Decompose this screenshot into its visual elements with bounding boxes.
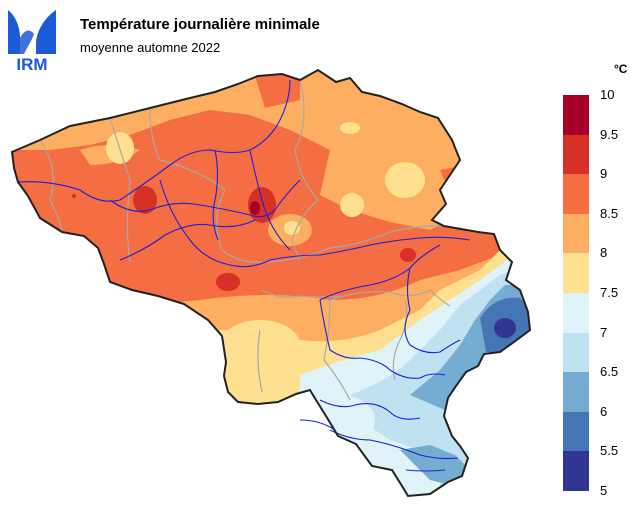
irm-logo: IRM <box>8 10 56 72</box>
province-boundaries <box>39 79 451 401</box>
rivers <box>17 79 471 472</box>
logo-text: IRM <box>16 55 47 72</box>
legend-tick: 8.5 <box>600 205 619 221</box>
legend-swatch <box>563 372 589 413</box>
legend-swatch <box>563 451 589 492</box>
map-title: Température journalière minimale <box>80 16 320 33</box>
legend-swatch <box>563 253 589 294</box>
legend-tick: 10 <box>600 87 615 102</box>
legend-swatch <box>563 213 589 254</box>
map-subtitle: moyenne automne 2022 <box>80 40 221 55</box>
legend-tick: 9.5 <box>600 126 619 142</box>
color-legend <box>563 95 589 492</box>
legend-tick: 8 <box>600 245 608 261</box>
legend-tick: 6.5 <box>600 364 619 380</box>
legend-tick: 9 <box>600 166 608 182</box>
legend-tick: 7 <box>600 324 608 340</box>
legend-swatch <box>563 332 589 373</box>
legend-swatch <box>563 134 589 175</box>
legend-tick: 5.5 <box>600 443 619 459</box>
legend-tick: 6 <box>600 403 608 419</box>
legend-swatch <box>563 411 589 452</box>
legend-swatch <box>563 293 589 334</box>
legend-tick: 7.5 <box>600 285 619 300</box>
legend-swatch <box>563 174 589 215</box>
legend-unit: °C <box>614 62 628 76</box>
legend-swatch <box>563 95 589 136</box>
legend-tick: 5 <box>600 483 608 498</box>
